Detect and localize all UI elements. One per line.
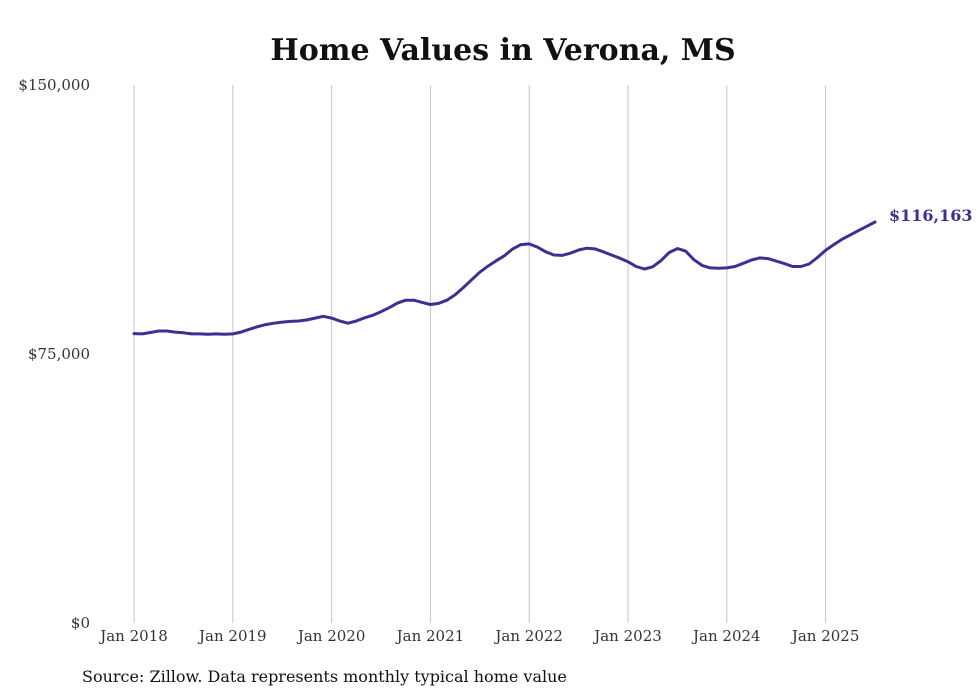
x-tick-label: Jan 2021: [395, 627, 465, 645]
y-tick-label: $75,000: [28, 345, 90, 363]
x-tick-label: Jan 2018: [98, 627, 168, 645]
x-tick-label: Jan 2022: [493, 627, 563, 645]
end-value-label: $116,163: [889, 206, 973, 225]
x-axis: Jan 2018 Jan 2019 Jan 2020 Jan 2021 Jan 2022…: [98, 627, 859, 645]
x-tick-label: Jan 2023: [592, 627, 662, 645]
chart-title: Home Values in Verona, MS: [270, 33, 735, 68]
series-layer: $116,163: [132, 206, 973, 336]
y-tick-label: $0: [71, 614, 90, 632]
y-axis: $0 $75,000 $150,000: [18, 76, 90, 632]
x-tick-label: Jan 2020: [296, 627, 366, 645]
gridlines: [133, 85, 827, 623]
series-line: [132, 220, 877, 336]
x-tick-label: Jan 2019: [197, 627, 267, 645]
y-tick-label: $150,000: [18, 76, 90, 94]
source-note: Source: Zillow. Data represents monthly …: [82, 667, 567, 686]
x-tick-label: Jan 2025: [790, 627, 860, 645]
x-tick-label: Jan 2024: [691, 627, 761, 645]
